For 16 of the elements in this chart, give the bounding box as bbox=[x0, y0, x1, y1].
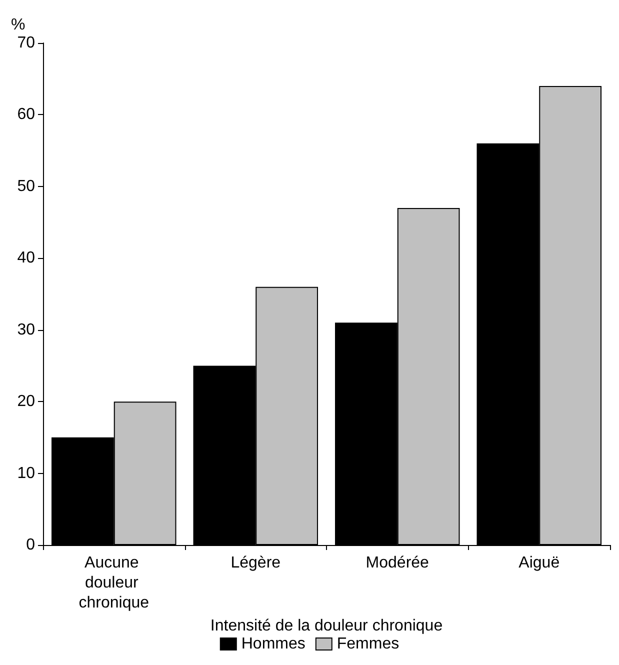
legend-label: Femmes bbox=[336, 636, 400, 652]
x-tick-label: Légère bbox=[230, 554, 281, 572]
y-tick-label: 60 bbox=[17, 106, 36, 124]
legend-label: Hommes bbox=[241, 636, 306, 652]
x-tick-label: Modérée bbox=[366, 554, 430, 572]
x-tick-label: Aiguë bbox=[518, 554, 560, 572]
y-tick-label: 0 bbox=[26, 536, 36, 554]
y-tick-label: 50 bbox=[17, 178, 36, 195]
x-axis-title: Intensité de la douleur chronique bbox=[210, 617, 443, 634]
y-tick-label: 10 bbox=[17, 464, 36, 482]
y-tick-label: 20 bbox=[17, 393, 36, 410]
y-tick-label: 30 bbox=[17, 321, 36, 338]
x-tick-label: Aucune douleur chronique bbox=[78, 554, 150, 612]
y-tick-label: 70 bbox=[17, 34, 36, 52]
y-tick-label: 40 bbox=[17, 250, 36, 267]
y-axis-title: % bbox=[11, 16, 26, 34]
